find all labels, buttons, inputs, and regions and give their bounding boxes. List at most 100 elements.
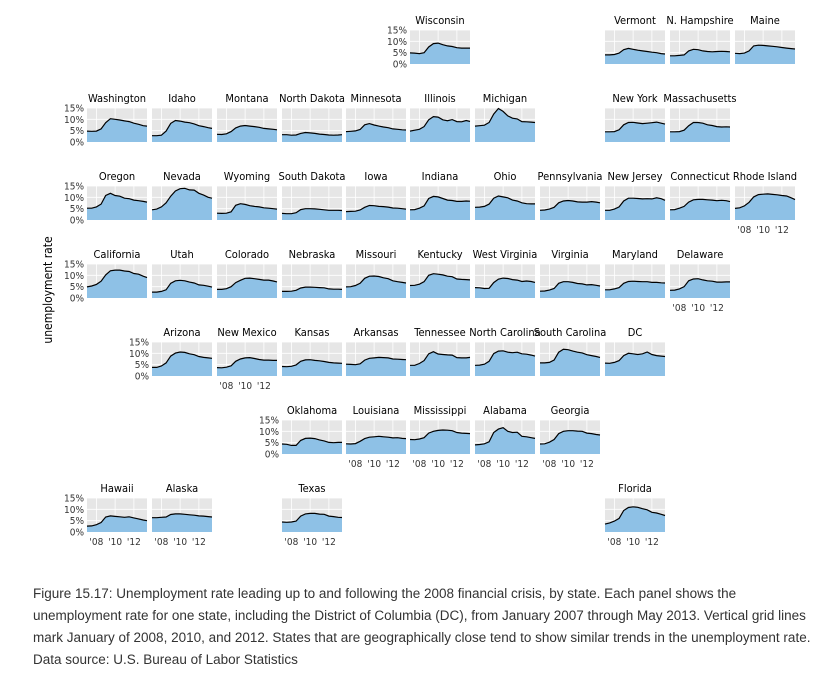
state-label-dc: DC	[628, 326, 643, 339]
state-label-missouri: Missouri	[356, 248, 397, 261]
series-area-kansas	[282, 359, 342, 376]
state-label-indiana: Indiana	[422, 170, 459, 183]
x-tick-label: '10	[303, 537, 317, 548]
panel-wyoming: Wyoming	[216, 170, 278, 221]
series-line-west-virginia	[474, 277, 536, 290]
series-line-maine	[734, 44, 796, 55]
series-area-idaho	[152, 120, 212, 142]
series-area-n-hampshire	[670, 49, 730, 64]
panel-louisiana: Louisiana '08 '10 '12	[345, 404, 407, 470]
series-area-colorado	[217, 278, 277, 298]
state-label-pennsylvania: Pennsylvania	[538, 170, 603, 183]
panel-south-dakota: South Dakota	[279, 170, 345, 221]
y-tick-label: 5%	[393, 48, 408, 59]
series-line-hawaii	[86, 515, 148, 527]
panel-n-hampshire: N. Hampshire	[666, 14, 734, 65]
series-line-louisiana	[345, 435, 407, 445]
state-label-new-mexico: New Mexico	[217, 326, 276, 339]
series-area-alaska	[152, 513, 212, 532]
state-label-montana: Montana	[225, 92, 268, 105]
panel-rhode-island: Rhode Island '08 '10 '12	[733, 170, 797, 236]
state-label-minnesota: Minnesota	[350, 92, 401, 105]
panel-connecticut: Connecticut	[669, 170, 731, 221]
panel-new-mexico: New Mexico '08 '10 '12	[216, 326, 277, 392]
y-tick-label: 15%	[64, 104, 84, 115]
series-area-wisconsin	[410, 43, 470, 64]
y-tick-label: 0%	[70, 138, 85, 149]
series-line-alabama	[474, 427, 536, 446]
y-tick-label: 15%	[387, 26, 407, 37]
series-area-alabama	[475, 427, 535, 454]
panel-arkansas: Arkansas	[345, 326, 407, 377]
state-label-georgia: Georgia	[551, 404, 590, 417]
series-line-wyoming	[216, 203, 278, 215]
series-line-n-hampshire	[670, 48, 731, 57]
panel-pennsylvania: Pennsylvania	[538, 170, 603, 221]
panel-kentucky: Kentucky	[409, 248, 471, 299]
state-label-arizona: Arizona	[163, 326, 200, 339]
state-label-oregon: Oregon	[99, 170, 135, 183]
x-tick-label: '10	[173, 537, 187, 548]
series-line-georgia	[539, 430, 601, 445]
x-tick-label: '10	[626, 537, 640, 548]
y-axis-label: unemployment rate	[41, 236, 55, 344]
y-axis-title: unemployment rate	[41, 236, 55, 344]
y-tick-label: 15%	[64, 494, 84, 505]
x-tick-label: '12	[192, 537, 206, 548]
x-tick-label: '10	[561, 459, 575, 470]
state-label-ohio: Ohio	[494, 170, 517, 183]
panel-dc: DC	[604, 326, 666, 377]
series-area-rhode-island	[735, 193, 795, 220]
series-line-iowa	[345, 204, 407, 213]
series-area-connecticut	[670, 199, 730, 220]
panel-idaho: Idaho	[152, 92, 213, 143]
x-tick-label: '08	[348, 459, 362, 470]
x-tick-label: '12	[645, 537, 659, 548]
panel-nebraska: Nebraska	[282, 248, 343, 299]
series-line-colorado	[217, 277, 278, 290]
panel-alabama: Alabama '08 '10 '12	[474, 404, 536, 470]
series-area-nevada	[152, 188, 212, 220]
state-label-north-carolina: North Carolina	[469, 326, 541, 339]
series-area-dc	[605, 352, 665, 376]
state-label-maryland: Maryland	[612, 248, 658, 261]
panel-oregon: Oregon 0%5%10%15%	[64, 170, 148, 227]
y-tick-label: 5%	[70, 282, 85, 293]
y-tick-label: 10%	[64, 505, 84, 516]
series-line-new-york	[605, 121, 666, 133]
panel-florida: Florida '08 '10 '12	[604, 482, 666, 548]
series-line-virginia	[539, 281, 601, 292]
x-tick-label: '08	[284, 537, 298, 548]
panel-new-york: New York	[605, 92, 666, 143]
series-line-south-carolina	[540, 348, 601, 364]
panel-illinois: Illinois	[409, 92, 471, 143]
x-tick-label: '08	[672, 303, 686, 314]
state-label-illinois: Illinois	[424, 92, 455, 105]
x-tick-label: '12	[580, 459, 594, 470]
series-area-indiana	[410, 196, 470, 220]
state-label-california: California	[94, 248, 141, 261]
series-area-texas	[282, 513, 342, 532]
y-tick-label: 10%	[129, 349, 149, 360]
series-area-iowa	[346, 205, 406, 220]
y-tick-label: 5%	[70, 126, 85, 137]
state-label-wisconsin: Wisconsin	[415, 14, 464, 27]
series-line-oklahoma	[281, 437, 342, 446]
y-tick-label: 10%	[64, 115, 84, 126]
state-label-maine: Maine	[750, 14, 780, 27]
state-label-north-dakota: North Dakota	[279, 92, 345, 105]
series-area-north-carolina	[475, 350, 535, 376]
x-tick-label: '12	[450, 459, 464, 470]
series-line-new-mexico	[216, 356, 277, 369]
state-label-delaware: Delaware	[677, 248, 724, 261]
series-area-ohio	[475, 196, 535, 220]
series-line-new-jersey	[605, 197, 666, 211]
state-label-michigan: Michigan	[483, 92, 527, 105]
series-area-new-mexico	[217, 357, 277, 376]
series-line-south-dakota	[281, 208, 343, 215]
state-label-mississippi: Mississippi	[414, 404, 467, 417]
y-tick-label: 15%	[64, 260, 84, 271]
x-tick-label: '08	[542, 459, 556, 470]
series-line-nebraska	[282, 286, 343, 292]
y-tick-label: 0%	[135, 372, 150, 383]
